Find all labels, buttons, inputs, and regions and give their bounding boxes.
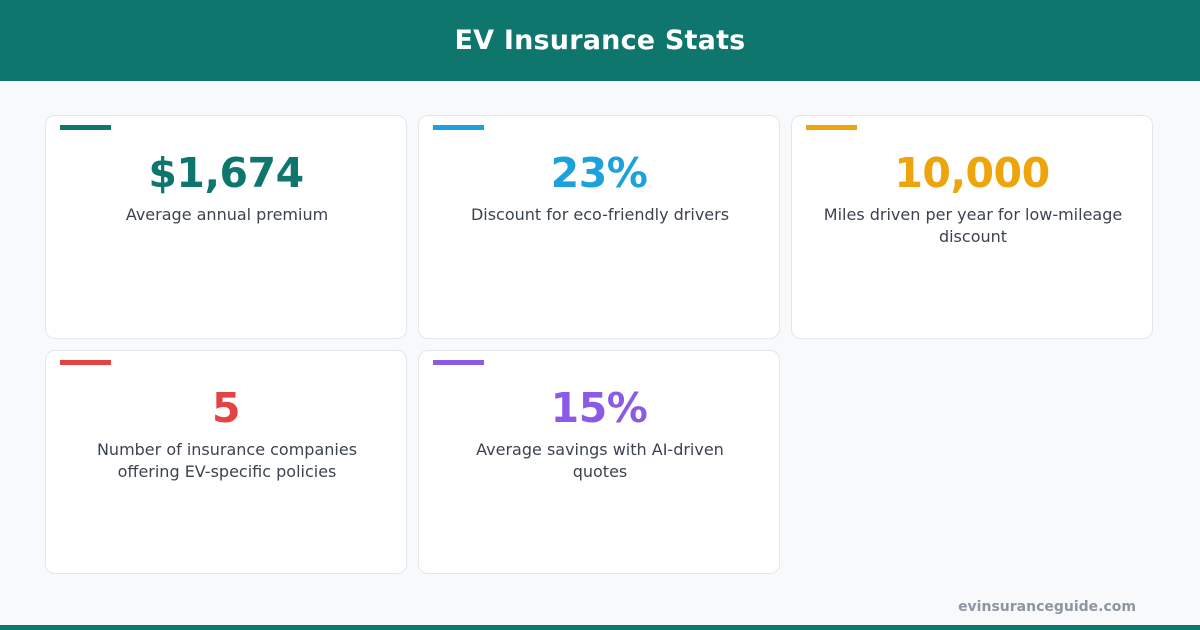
- stat-label: Average annual premium: [125, 205, 329, 224]
- card-accent-bar: [433, 125, 484, 130]
- card-accent-bar: [60, 360, 111, 365]
- stat-value: 23%: [550, 149, 648, 197]
- stat-value: 10,000: [894, 149, 1050, 197]
- header-banner: EV Insurance Stats: [0, 0, 1200, 81]
- stat-value: 15%: [550, 384, 648, 432]
- card-accent-bar: [433, 360, 484, 365]
- stat-label: Number of insurance companies offering E…: [96, 440, 358, 481]
- stat-value: $1,674: [148, 149, 304, 197]
- site-url[interactable]: evinsuranceguide.com: [958, 599, 1136, 615]
- card-accent-bar: [60, 125, 111, 130]
- card-accent-bar: [806, 125, 857, 130]
- stat-card-ai-savings: 15% Average savings with AI-driven quote…: [418, 350, 780, 574]
- stat-card-eco-discount: 23% Discount for eco-friendly drivers: [418, 115, 780, 339]
- page-title: EV Insurance Stats: [454, 25, 746, 56]
- stat-label: Miles driven per year for low-mileage di…: [823, 205, 1123, 246]
- stat-card-low-mileage: 10,000 Miles driven per year for low-mil…: [791, 115, 1153, 339]
- stat-card-insurance-companies: 5 Number of insurance companies offering…: [45, 350, 407, 574]
- footer-bar: [0, 625, 1200, 630]
- stat-label: Average savings with AI-driven quotes: [476, 440, 724, 481]
- stat-value: 5: [211, 384, 241, 432]
- stat-label: Discount for eco-friendly drivers: [470, 205, 730, 224]
- stat-card-annual-premium: $1,674 Average annual premium: [45, 115, 407, 339]
